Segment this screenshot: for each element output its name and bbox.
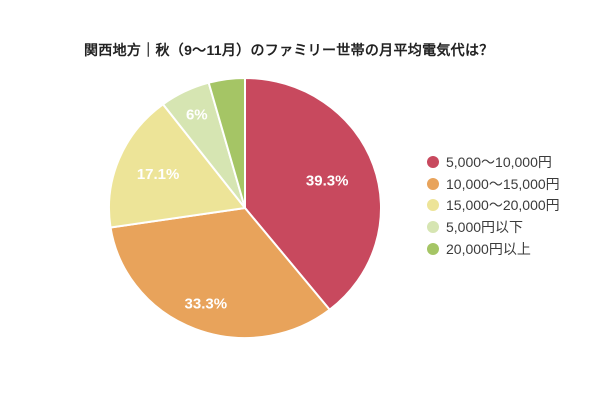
legend-color-dot-icon xyxy=(427,177,439,190)
legend-item-label: 15,000〜20,000円 xyxy=(446,197,560,214)
legend-color-dot-icon xyxy=(427,220,439,233)
pie-slice xyxy=(244,77,382,311)
legend-item-label: 10,000〜15,000円 xyxy=(446,175,560,192)
legend: 5,000〜10,000円 10,000〜15,000円 15,000〜20,000… xyxy=(427,151,560,259)
legend-item: 5,000円以下 xyxy=(427,216,560,238)
legend-item: 10,000〜15,000円 xyxy=(427,173,560,195)
legend-item: 5,000〜10,000円 xyxy=(427,151,560,173)
legend-color-dot-icon xyxy=(427,242,439,255)
pie-slice-label: 39.3% xyxy=(306,173,349,190)
pie-slice xyxy=(207,77,246,209)
legend-item-label: 5,000円以下 xyxy=(446,218,524,235)
legend-color-dot-icon xyxy=(427,199,439,212)
pie-slice-label: 17.1% xyxy=(137,166,180,183)
legend-item: 15,000〜20,000円 xyxy=(427,194,560,216)
pie-slice-label: 6% xyxy=(186,107,208,124)
legend-item-label: 20,000円以上 xyxy=(446,240,531,257)
pie-slice-label: 33.3% xyxy=(185,296,228,313)
legend-color-dot-icon xyxy=(427,155,439,168)
chart-title: 関西地方｜秋（9〜11月）のファミリー世帯の月平均電気代は？ xyxy=(84,42,494,58)
pie-slice xyxy=(108,103,246,229)
pie-slice xyxy=(109,207,331,339)
legend-item: 20,000円以上 xyxy=(427,238,560,260)
legend-item-label: 5,000〜10,000円 xyxy=(446,153,552,170)
